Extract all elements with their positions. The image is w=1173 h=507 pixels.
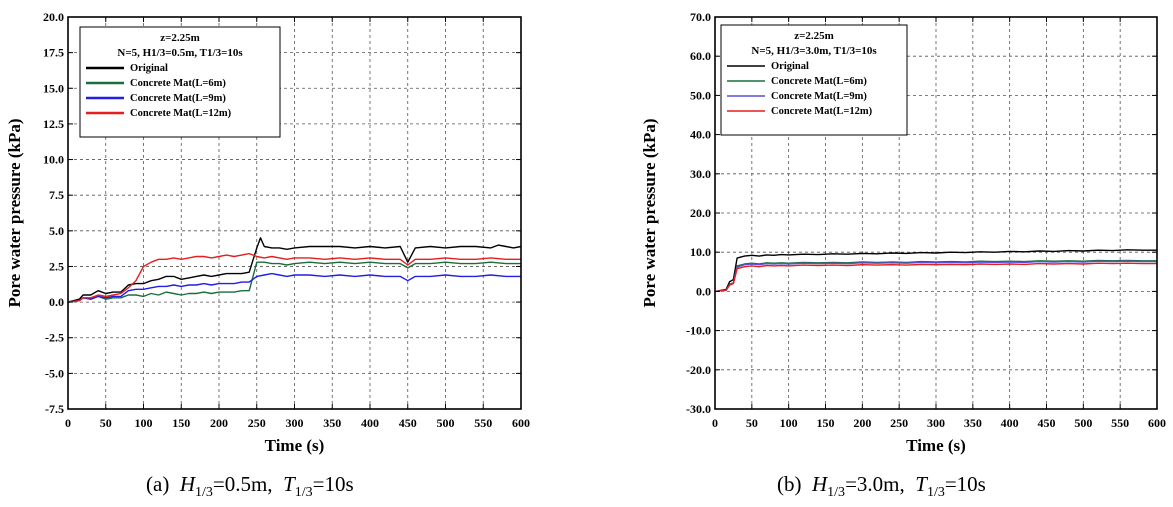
legend-title-line-1: z=2.25m <box>160 32 200 44</box>
x-tick-label: 600 <box>1148 416 1166 430</box>
y-tick-label: -7.5 <box>45 402 64 416</box>
y-tick-label: 40.0 <box>690 128 711 142</box>
legend: z=2.25m N=5, H1/3=0.5m, T1/3=10s Original C… <box>79 26 281 138</box>
legend-label-2: Concrete Mat(L=9m) <box>771 91 867 102</box>
legend: z=2.25m N=5, H1/3=3.0m, T1/3=10s Original C… <box>720 24 908 136</box>
series-line-3 <box>714 262 1157 293</box>
x-tick-label: 350 <box>323 416 341 430</box>
x-tick-label: 550 <box>1111 416 1129 430</box>
chart-panel-b: -30.0 -20.0 -10.0 0.0 10.0 20.0 30.0 40.0 50.0 60… <box>587 0 1173 507</box>
series-line-2 <box>67 272 521 303</box>
y-tick-label: -30.0 <box>686 402 711 416</box>
caption-b-t-symbol: T <box>915 472 927 496</box>
x-tick-label: 500 <box>437 416 455 430</box>
x-tick-label: 450 <box>1038 416 1056 430</box>
y-tick-label: 10.0 <box>43 153 64 167</box>
caption-b-h-symbol: H <box>812 472 828 496</box>
x-axis-label: Time (s) <box>906 436 966 455</box>
x-tick-label: 100 <box>780 416 798 430</box>
y-tick-label: 20.0 <box>690 206 711 220</box>
x-tick-label: 350 <box>964 416 982 430</box>
y-tick-label: 7.5 <box>49 188 64 202</box>
x-tick-label: 0 <box>65 416 71 430</box>
caption-a-label: (a) <box>146 472 170 496</box>
x-tick-label: 0 <box>712 416 718 430</box>
series-line-3 <box>67 252 521 303</box>
legend-label-3: Concrete Mat(L=12m) <box>130 108 232 119</box>
x-tick-label: 200 <box>210 416 228 430</box>
legend-label-1: Concrete Mat(L=6m) <box>771 76 867 87</box>
caption-a-h-value: =0.5m, <box>212 472 273 496</box>
legend-title-line-2: N=5, H1/3=0.5m, T1/3=10s <box>117 47 243 59</box>
caption-a: (a) H1/3=0.5m, T1/3=10s <box>146 472 354 501</box>
x-tick-label: 50 <box>746 416 758 430</box>
series-line-2 <box>714 260 1157 293</box>
y-tick-label: -5.0 <box>45 366 64 380</box>
y-tick-label: 10.0 <box>690 245 711 259</box>
caption-b-t-value: =10s <box>944 472 986 496</box>
legend-title-line-2: N=5, H1/3=3.0m, T1/3=10s <box>751 45 877 57</box>
caption-a-t-symbol: T <box>283 472 295 496</box>
y-tick-label: 0.0 <box>49 295 64 309</box>
x-tick-label: 150 <box>172 416 190 430</box>
x-tick-label: 250 <box>890 416 908 430</box>
legend-title-line-1: z=2.25m <box>794 30 834 42</box>
x-tick-label: 500 <box>1074 416 1092 430</box>
y-tick-label: 2.5 <box>49 259 64 273</box>
x-tick-label: 50 <box>100 416 112 430</box>
y-tick-label: 30.0 <box>690 167 711 181</box>
caption-b-h-value: =3.0m, <box>845 472 905 496</box>
series-line-1 <box>67 261 521 303</box>
caption-b-h-sub: 1/3 <box>827 485 846 501</box>
x-tick-label: 400 <box>1001 416 1019 430</box>
legend-label-3: Concrete Mat(L=12m) <box>771 106 873 117</box>
y-tick-label: 15.0 <box>43 81 64 95</box>
x-axis-label: Time (s) <box>265 436 325 455</box>
series-line-0 <box>67 237 522 303</box>
x-tick-label: 200 <box>853 416 871 430</box>
x-tick-label: 300 <box>286 416 304 430</box>
legend-label-0: Original <box>771 61 809 72</box>
legend-label-2: Concrete Mat(L=9m) <box>130 93 226 104</box>
x-tick-label: 600 <box>512 416 530 430</box>
chart-b: -30.0 -20.0 -10.0 0.0 10.0 20.0 30.0 40.0 50.0 60… <box>640 10 1166 455</box>
y-tick-label: 20.0 <box>43 10 64 24</box>
y-tick-label: 5.0 <box>49 224 64 238</box>
x-tick-label: 250 <box>248 416 266 430</box>
caption-b: (b) H1/3=3.0m, T1/3=10s <box>777 472 986 501</box>
x-tick-label: 400 <box>361 416 379 430</box>
caption-a-t-sub: 1/3 <box>294 485 313 501</box>
y-tick-label: -2.5 <box>45 331 64 345</box>
y-tick-label: 17.5 <box>43 46 64 60</box>
x-tick-label: 550 <box>474 416 492 430</box>
y-tick-label: 50.0 <box>690 88 711 102</box>
caption-a-h-sub: 1/3 <box>194 485 213 501</box>
series-line-1 <box>714 259 1157 293</box>
legend-box <box>720 24 908 136</box>
caption-b-label: (b) <box>777 472 802 496</box>
x-tick-label: 100 <box>135 416 153 430</box>
x-tick-label: 300 <box>927 416 945 430</box>
y-tick-label: -10.0 <box>686 324 711 338</box>
caption-b-t-sub: 1/3 <box>926 485 945 501</box>
caption-a-h-symbol: H <box>179 472 195 496</box>
caption-a-t-value: =10s <box>312 472 354 496</box>
chart-a: -7.5 -5.0 -2.5 0.0 2.5 5.0 7.5 10.0 12.5 15.0 17.5… <box>5 10 530 455</box>
y-tick-label: 12.5 <box>43 117 64 131</box>
x-tick-label: 450 <box>399 416 417 430</box>
y-tick-label: -20.0 <box>686 363 711 377</box>
y-tick-label: 70.0 <box>690 10 711 24</box>
chart-panel-a: -7.5 -5.0 -2.5 0.0 2.5 5.0 7.5 10.0 12.5 15.0 17.5… <box>0 0 586 507</box>
y-tick-label: 0.0 <box>696 284 711 298</box>
x-tick-label: 150 <box>817 416 835 430</box>
y-axis-label: Pore water pressure (kPa) <box>640 118 659 307</box>
legend-label-1: Concrete Mat(L=6m) <box>130 78 226 89</box>
y-axis-label: Pore water pressure (kPa) <box>5 118 24 307</box>
y-tick-label: 60.0 <box>690 49 711 63</box>
series-line-0 <box>714 249 1157 293</box>
legend-label-0: Original <box>130 63 168 74</box>
